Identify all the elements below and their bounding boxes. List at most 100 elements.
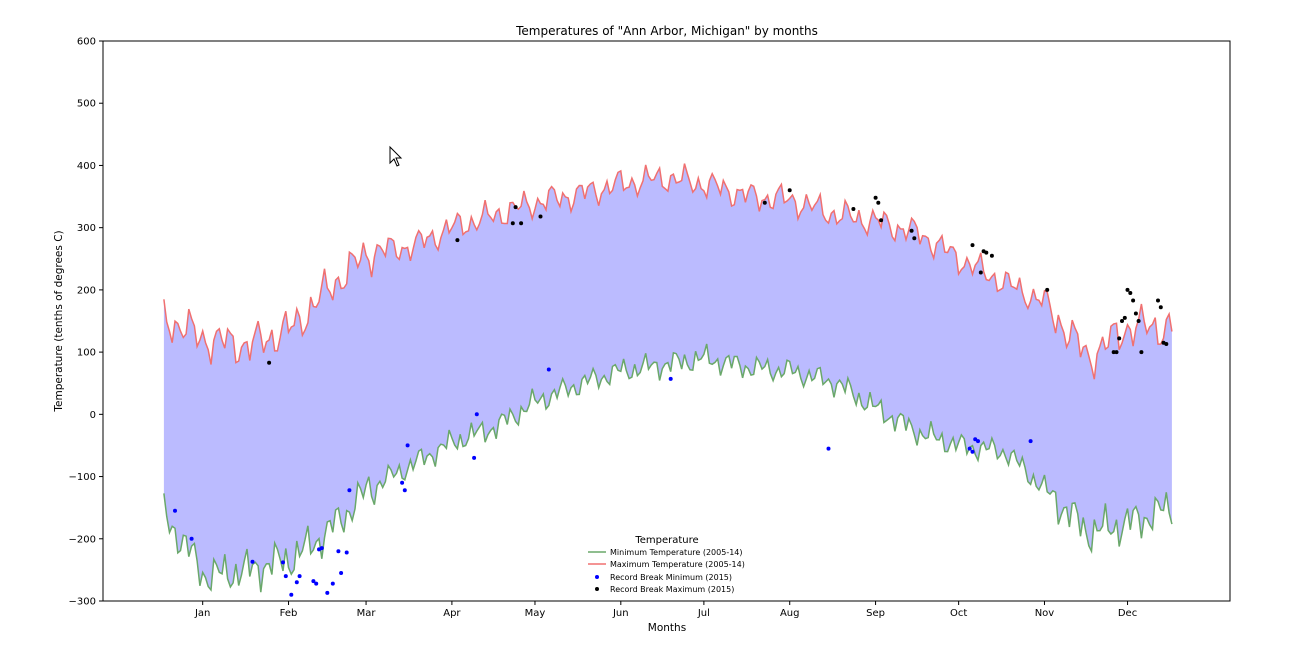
record-max-point — [1117, 336, 1122, 341]
legend-label-min: Minimum Temperature (2005-14) — [610, 548, 743, 557]
legend-label-max: Maximum Temperature (2005-14) — [610, 560, 745, 569]
record-min-point — [402, 488, 407, 493]
plot-frame — [102, 40, 1231, 602]
record-min-point — [339, 571, 344, 575]
record-max-point — [1128, 291, 1133, 295]
record-max-point — [510, 221, 515, 226]
record-max-point — [787, 188, 792, 193]
x-tick-label: Oct — [950, 608, 967, 619]
y-tick-label: 500 — [77, 99, 96, 110]
x-tick-label: May — [525, 608, 546, 619]
record-min-point — [973, 437, 978, 442]
x-tick-label: Jul — [697, 608, 710, 619]
record-min-point — [319, 546, 324, 551]
record-max-point — [1045, 287, 1050, 292]
record-min-point — [400, 480, 405, 485]
x-tick-label: Aug — [780, 608, 800, 619]
record-max-point — [989, 253, 994, 258]
record-max-point — [1139, 350, 1144, 355]
record-max-point — [909, 228, 914, 233]
record-min-point — [283, 574, 288, 579]
x-tick-label: Jun — [612, 608, 629, 619]
record-min-point — [347, 488, 352, 493]
record-max-point — [970, 243, 975, 248]
record-max-point — [538, 214, 543, 219]
mouse-cursor — [389, 145, 403, 167]
record-min-point — [668, 376, 673, 381]
record-max-point — [455, 238, 460, 243]
legend-swatch-rec-min — [595, 575, 599, 579]
y-tick-label: −200 — [69, 534, 96, 545]
x-tick-label: Dec — [1118, 608, 1137, 619]
record-max-point — [762, 200, 767, 205]
legend-label-rec-min: Record Break Minimum (2015) — [610, 573, 732, 582]
record-min-point — [546, 367, 551, 372]
record-max-point — [876, 200, 881, 205]
record-min-point — [826, 446, 831, 451]
y-tick-label: 200 — [77, 285, 96, 296]
record-min-point — [472, 455, 477, 460]
record-min-point — [336, 549, 341, 554]
plot-area — [163, 163, 1173, 597]
y-tick-label: 600 — [77, 37, 96, 48]
record-min-point — [970, 449, 975, 454]
record-max-point — [513, 205, 518, 210]
record-min-point — [250, 559, 255, 564]
record-min-point — [294, 580, 299, 585]
record-min-point — [967, 446, 972, 451]
y-axis-label: Temperature (tenths of degrees C) — [53, 230, 65, 412]
y-tick-label: −300 — [69, 597, 96, 608]
record-max-point — [1156, 298, 1160, 303]
legend-swatch-rec-max — [595, 587, 599, 591]
record-min-point — [344, 550, 349, 555]
fill-between-area — [163, 163, 1172, 593]
record-max-point — [912, 236, 917, 241]
record-max-point — [1158, 305, 1163, 310]
x-axis-label: Months — [648, 622, 686, 634]
record-min-point — [289, 592, 294, 597]
record-min-point — [474, 412, 479, 417]
x-tick-label: Sep — [866, 608, 885, 619]
record-max-point — [1120, 319, 1124, 323]
record-max-point — [1133, 311, 1138, 316]
y-tick-label: 400 — [77, 161, 96, 172]
x-tick-label: Feb — [280, 608, 298, 619]
y-tick-label: 100 — [77, 348, 96, 359]
x-tick-label: Nov — [1035, 608, 1055, 619]
record-min-point — [325, 590, 330, 595]
legend: Temperature Minimum Temperature (2005-14… — [588, 535, 745, 594]
record-max-point — [851, 207, 856, 211]
y-tick-label: 300 — [77, 223, 96, 234]
series-line-maximum — [163, 163, 1173, 380]
record-min-point — [281, 560, 285, 565]
axes: −300 −200 −100 0 100 200 300 400 500 600 Jan Feb Mar… — [69, 37, 1138, 620]
record-min-point — [405, 443, 410, 448]
record-min-point — [330, 581, 335, 586]
record-min-point — [297, 574, 302, 579]
x-tick-label: Mar — [357, 608, 377, 619]
record-max-point — [519, 221, 524, 226]
x-tick-label: Apr — [443, 608, 461, 619]
record-max-point — [1136, 319, 1141, 323]
series-line-minimum — [163, 343, 1173, 593]
record-max-point — [1114, 350, 1119, 355]
record-max-point — [1125, 287, 1130, 292]
record-max-point — [873, 195, 878, 200]
legend-label-rec-max: Record Break Maximum (2015) — [610, 585, 734, 594]
record-max-point — [1111, 350, 1116, 355]
record-min-point — [173, 508, 177, 513]
record-max-point — [267, 360, 272, 365]
record-min-point — [311, 579, 316, 584]
record-min-point — [1028, 439, 1033, 444]
record-max-point — [978, 270, 983, 275]
x-tick-label: Jan — [194, 608, 210, 619]
chart-title: Temperatures of "Ann Arbor, Michigan" by… — [515, 24, 818, 38]
record-min-point — [189, 536, 194, 541]
record-max-point — [1164, 342, 1169, 346]
y-tick-label: −100 — [69, 472, 96, 483]
record-max-point — [984, 250, 989, 255]
legend-title: Temperature — [634, 535, 698, 546]
record-max-point — [1131, 298, 1136, 303]
record-max-point — [1122, 315, 1127, 320]
